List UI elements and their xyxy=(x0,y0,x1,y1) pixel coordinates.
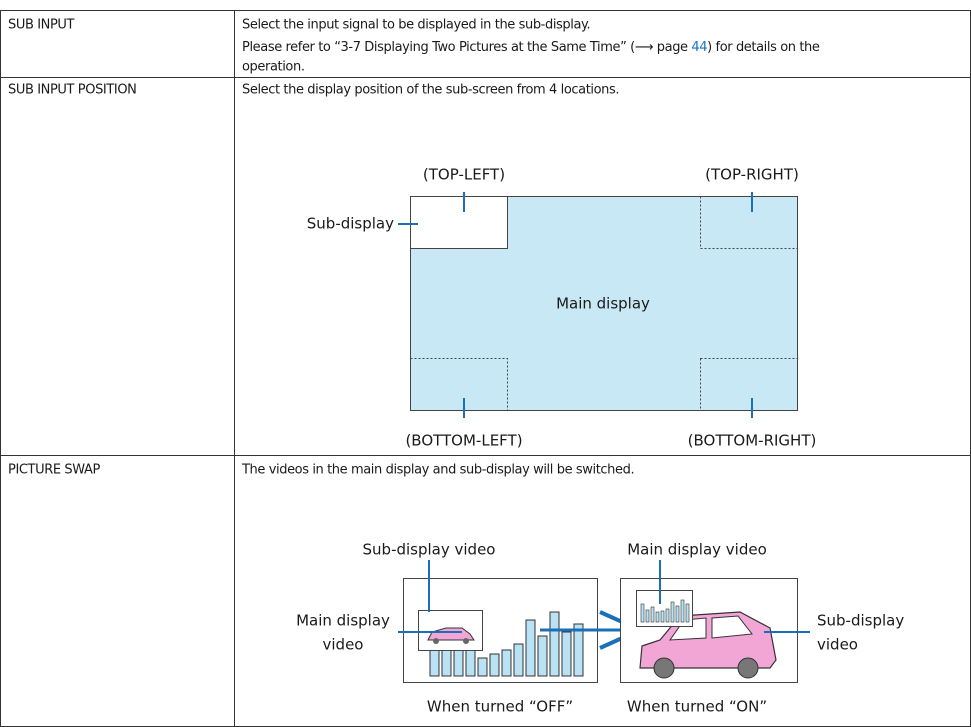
wheel xyxy=(653,657,675,679)
label: video xyxy=(323,636,364,654)
label: Sub-display video xyxy=(363,541,496,559)
description: Please refer to “3-7 Displaying Two Pict… xyxy=(242,40,820,55)
label: Sub-display xyxy=(817,612,904,630)
position-box xyxy=(700,358,798,411)
label: (TOP-RIGHT) xyxy=(705,166,799,184)
description: Select the input signal to be displayed … xyxy=(242,18,590,33)
label: (BOTTOM-LEFT) xyxy=(405,432,522,450)
text: ) for details on the xyxy=(707,40,820,55)
wheel xyxy=(463,638,469,644)
description: The videos in the main display and sub-d… xyxy=(241,463,634,478)
label: (TOP-LEFT) xyxy=(423,166,505,184)
caption: When turned “ON” xyxy=(627,698,767,716)
label: Main display video xyxy=(627,541,767,559)
label: (BOTTOM-RIGHT) xyxy=(688,432,817,450)
wheel xyxy=(433,638,439,644)
description: Select the display position of the sub-s… xyxy=(242,83,619,98)
position-diagram: (TOP-LEFT) (TOP-RIGHT) Sub-display Main … xyxy=(307,166,817,450)
label: Main display xyxy=(556,295,650,313)
page-link[interactable]: 44 xyxy=(691,40,707,55)
description: operation. xyxy=(242,60,305,75)
sub-screen xyxy=(410,196,508,249)
label: Main display xyxy=(296,612,390,630)
text: Please refer to “3-7 Displaying Two Pict… xyxy=(242,40,691,55)
row-name: SUB INPUT POSITION xyxy=(8,83,137,98)
swap-diagram: Sub-display video Main display video Mai… xyxy=(296,541,904,716)
row-name: SUB INPUT xyxy=(8,18,75,33)
position-box xyxy=(700,196,798,249)
position-box xyxy=(410,358,508,411)
label: Sub-display xyxy=(307,215,394,233)
row-name: PICTURE SWAP xyxy=(8,463,100,478)
label: video xyxy=(817,636,858,654)
caption: When turned “OFF” xyxy=(427,698,573,716)
wheel xyxy=(737,657,759,679)
